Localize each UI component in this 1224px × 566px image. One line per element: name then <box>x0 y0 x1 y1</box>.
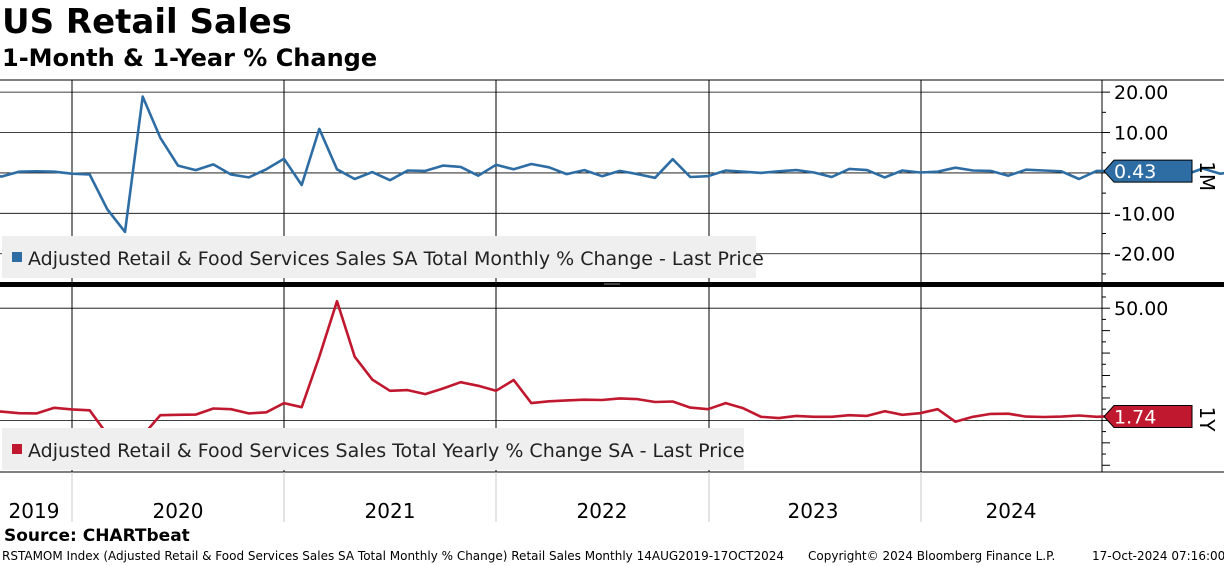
source-label: Source: CHARTbeat <box>4 526 190 546</box>
last-value-flag <box>1103 404 1193 428</box>
legend-swatch <box>12 252 22 262</box>
y-tick-label: -10.00 <box>1114 203 1175 225</box>
x-tick-label: 2023 <box>788 499 839 523</box>
legend-label: Adjusted Retail & Food Services Sales To… <box>28 440 745 462</box>
footer-timestamp: 17-Oct-2024 07:16:00 <box>1092 549 1224 563</box>
x-tick-label: 2024 <box>986 499 1037 523</box>
x-tick-label: 2019 <box>9 499 60 523</box>
x-tick-label: 2020 <box>153 499 204 523</box>
last-value-label: 1.74 <box>1114 406 1156 428</box>
last-value-flag <box>1103 159 1193 183</box>
x-tick-label: 2021 <box>365 499 416 523</box>
chart-subtitle: 1-Month & 1-Year % Change <box>2 44 378 72</box>
footer-ticker-description: RSTAMOM Index (Adjusted Retail & Food Se… <box>2 549 784 563</box>
legend-label: Adjusted Retail & Food Services Sales SA… <box>28 248 764 270</box>
series-line-1y <box>0 299 1133 467</box>
y-tick-label: 50.00 <box>1114 298 1168 320</box>
y-tick-label: 10.00 <box>1114 123 1168 145</box>
x-tick-label: 2022 <box>577 499 628 523</box>
panel-tag: 1M <box>1195 161 1219 191</box>
legend-swatch <box>12 444 22 454</box>
last-value-label: 0.43 <box>1114 161 1156 183</box>
legend-box <box>2 428 744 470</box>
legend-box <box>2 236 756 278</box>
y-tick-label: 20.00 <box>1114 82 1168 104</box>
y-tick-label: -20.00 <box>1114 244 1175 266</box>
chart-title: US Retail Sales <box>2 2 292 42</box>
series-line-1m <box>0 95 1224 234</box>
panel-tag: 1Y <box>1195 406 1219 432</box>
footer-copyright: Copyright© 2024 Bloomberg Finance L.P. <box>808 549 1056 563</box>
